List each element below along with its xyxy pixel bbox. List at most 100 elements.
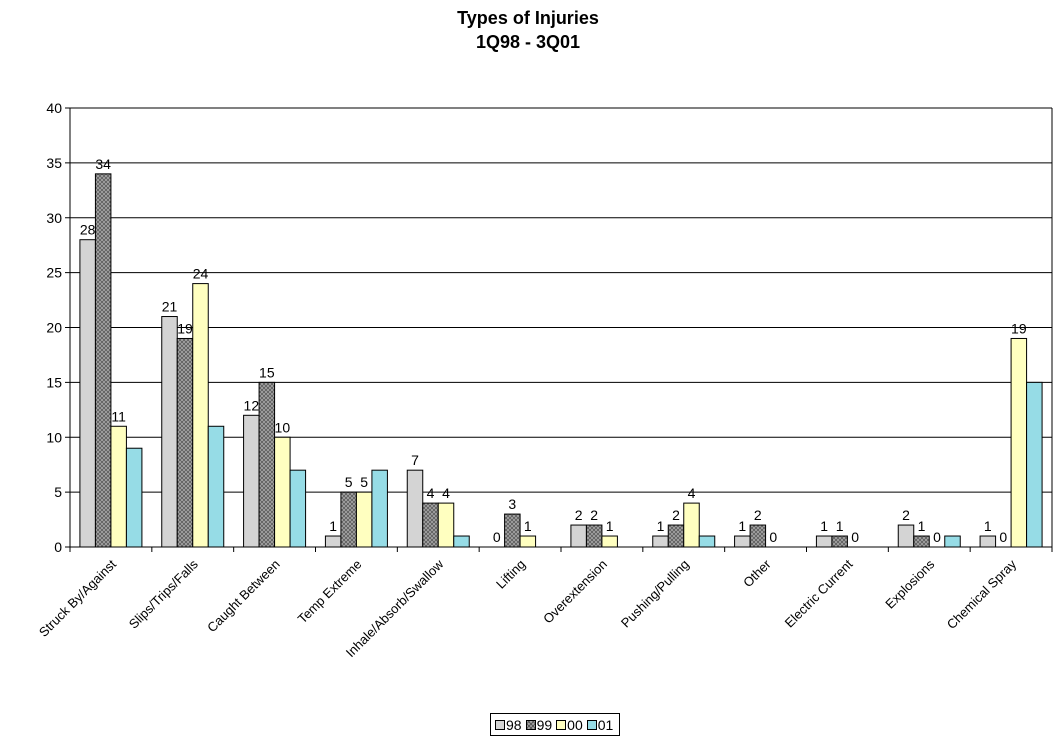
bar-99 [585, 524, 603, 548]
data-label: 2 [590, 507, 598, 523]
legend-swatch [495, 719, 505, 730]
y-tick-label: 15 [46, 374, 62, 390]
data-label: 0 [493, 529, 501, 545]
bar-00 [683, 502, 700, 548]
legend-label: 99 [536, 716, 553, 733]
legend-swatch [556, 719, 567, 730]
data-label: 3 [508, 496, 516, 512]
data-label: 5 [360, 474, 368, 490]
x-tick-label: Pushing/Pulling [618, 557, 692, 631]
bar-99 [749, 524, 767, 548]
bar-01 [125, 447, 143, 548]
bar-99 [504, 513, 521, 548]
bar-98 [79, 239, 96, 548]
bar-01 [698, 535, 716, 548]
bar-00 [355, 491, 373, 548]
data-label: 1 [329, 518, 337, 534]
bar-99 [831, 535, 848, 548]
bar-98 [161, 316, 178, 548]
bar-99 [176, 337, 194, 548]
x-tick-label: Slips/Trips/Falls [126, 556, 201, 631]
data-label: 1 [836, 518, 844, 534]
bar-01 [453, 535, 470, 548]
data-label: 5 [345, 474, 353, 490]
data-label: 1 [606, 518, 614, 534]
data-label: 24 [193, 266, 209, 282]
bar-99 [340, 491, 357, 548]
bar-01 [207, 425, 225, 548]
data-label: 2 [672, 507, 680, 523]
bar-98 [406, 469, 424, 548]
data-label: 1 [918, 518, 926, 534]
bar-98 [979, 535, 997, 548]
bar-00 [437, 502, 455, 548]
bar-99 [422, 502, 439, 548]
legend-item: 01 [586, 716, 614, 733]
bar-00 [519, 535, 537, 548]
data-label: 1 [657, 518, 665, 534]
x-tick-label: Temp Extreme [295, 557, 365, 627]
data-label: 4 [427, 485, 435, 501]
data-label: 0 [999, 529, 1007, 545]
chart-title-line: Types of Injuries [457, 8, 599, 28]
legend-swatch [586, 719, 597, 730]
x-tick-label: Struck By/Against [36, 556, 119, 639]
data-label: 21 [162, 299, 178, 315]
data-label: 0 [851, 529, 859, 545]
y-tick-label: 5 [54, 484, 62, 500]
legend-item: 99 [525, 716, 553, 733]
legend: 98 99 00 01 [490, 713, 621, 736]
bar-98 [815, 535, 833, 548]
data-label: 1 [524, 518, 532, 534]
legend-label: 98 [506, 716, 522, 733]
y-tick-label: 30 [46, 210, 62, 226]
data-label: 28 [80, 222, 96, 238]
bar-01 [1026, 381, 1043, 548]
bar-00 [1010, 337, 1028, 548]
data-label: 0 [769, 529, 777, 545]
y-tick-label: 0 [54, 539, 62, 555]
data-label: 19 [177, 320, 193, 336]
y-tick-label: 10 [46, 429, 62, 445]
data-label: 2 [902, 507, 910, 523]
gridlines [70, 107, 1052, 493]
data-label: 4 [688, 485, 696, 501]
x-tick-label: Caught Between [204, 557, 283, 636]
x-tick-label: Lifting [493, 557, 528, 592]
y-tick-label: 25 [46, 265, 62, 281]
x-tick-label: Chemical Spray [944, 556, 1020, 632]
legend-item: 00 [556, 717, 583, 733]
data-label: 34 [95, 156, 111, 172]
x-tick-label: Electric Current [782, 556, 856, 630]
data-label: 4 [442, 485, 450, 501]
bar-00 [274, 436, 291, 548]
data-label: 7 [411, 452, 419, 468]
chart-subtitle-line: 1Q98 - 3Q01 [475, 32, 581, 52]
bar-01 [289, 469, 307, 548]
data-label: 2 [754, 507, 762, 523]
bar-01 [371, 469, 388, 548]
y-tick-label: 20 [46, 320, 62, 336]
chart-title: Types of Injuries 1Q98 - 3Q01 [0, 6, 1056, 54]
bar-99 [258, 381, 276, 548]
bar-00 [192, 283, 209, 548]
data-label: 0 [933, 529, 941, 545]
bar-00 [601, 535, 618, 548]
bar-00 [110, 425, 127, 548]
data-label: 10 [275, 419, 291, 435]
data-label: 15 [259, 364, 275, 380]
legend-swatch [525, 719, 536, 730]
data-label: 1 [738, 518, 746, 534]
x-tick-label: Explosions [882, 556, 937, 611]
bar-98 [652, 535, 669, 548]
y-tick-label: 40 [46, 100, 62, 116]
data-label: 11 [111, 408, 126, 424]
x-tick-label: Other [740, 556, 774, 590]
data-label: 12 [244, 397, 260, 413]
bar-99 [94, 173, 112, 548]
legend-label: 01 [597, 716, 614, 733]
bars [79, 173, 1043, 548]
y-tick-label: 35 [46, 155, 62, 171]
bar-98 [570, 524, 587, 548]
